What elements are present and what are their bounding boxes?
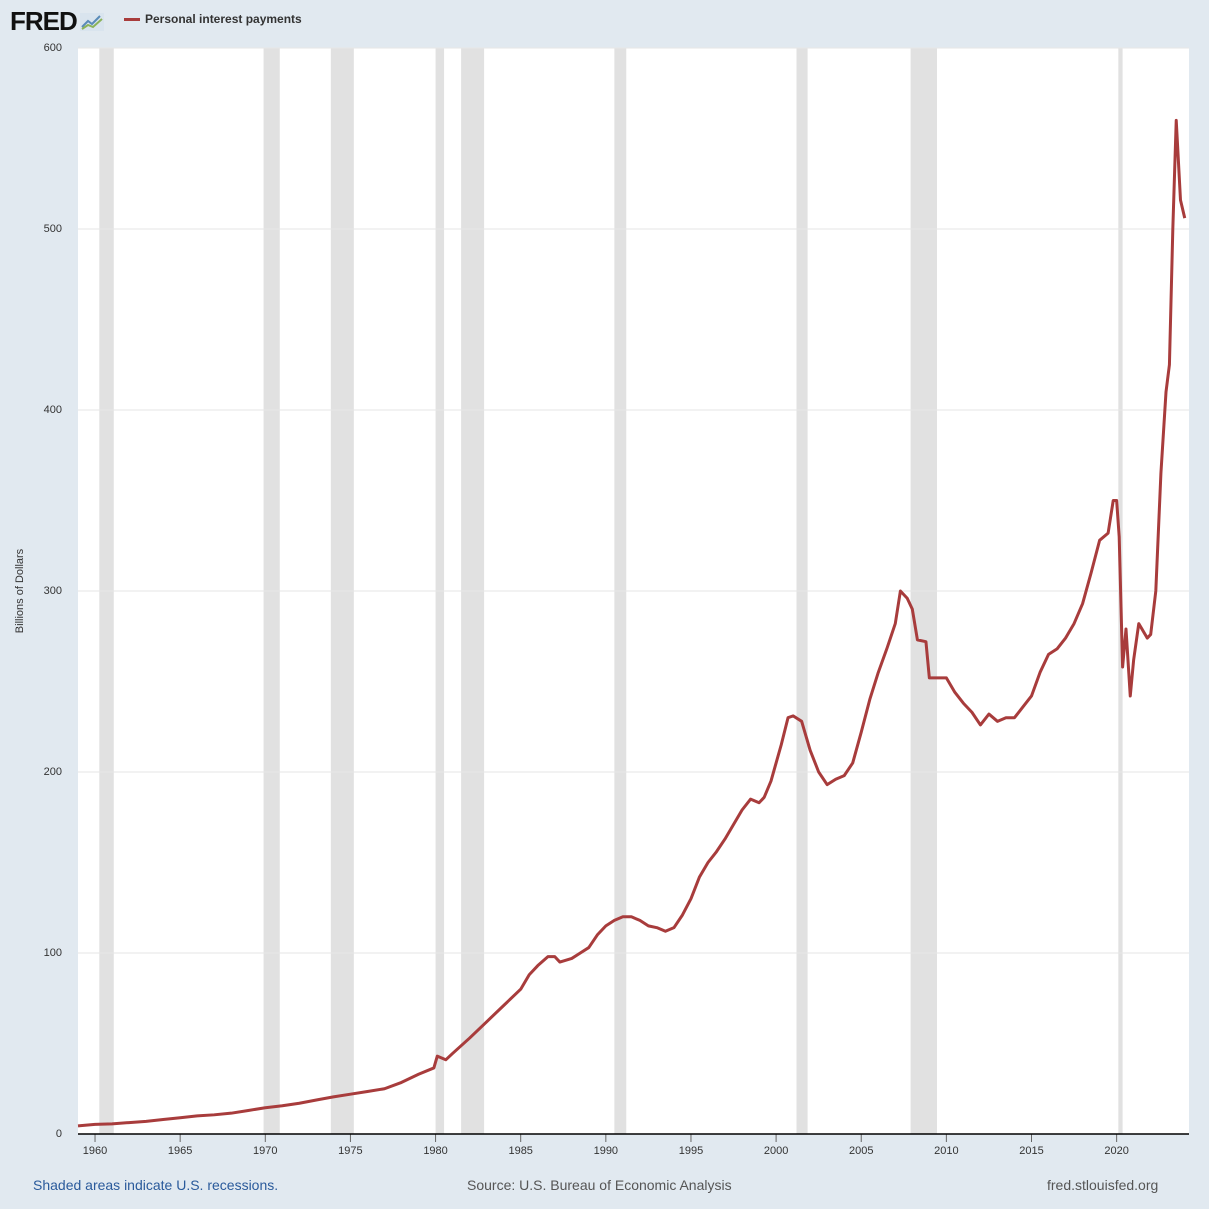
x-tick-label: 2015 <box>1019 1145 1043 1157</box>
x-tick-label: 1965 <box>168 1145 192 1157</box>
x-tick-label: 2010 <box>934 1145 958 1157</box>
recession-note-link[interactable]: Shaded areas indicate U.S. recessions. <box>33 1177 279 1193</box>
y-tick-label: 200 <box>44 766 62 778</box>
x-tick-label: 1990 <box>594 1145 618 1157</box>
y-axis-label: Billions of Dollars <box>14 548 26 633</box>
fred-logo-text: FRED <box>10 6 78 36</box>
x-tick-label: 2005 <box>849 1145 873 1157</box>
source-note: Source: U.S. Bureau of Economic Analysis <box>467 1177 732 1193</box>
x-tick-label: 2000 <box>764 1145 788 1157</box>
y-axis-ticks: 0 100 200 300 400 500 600 <box>44 42 62 1140</box>
x-axis-ticks: 1960 1965 1970 1975 1980 1985 1990 1995 2000 2005… <box>83 1134 1129 1157</box>
y-tick-label: 100 <box>44 947 62 959</box>
x-tick-label: 1970 <box>253 1145 277 1157</box>
grid-lines <box>78 47 1189 954</box>
x-tick-label: 1960 <box>83 1145 107 1157</box>
chart-legend: Personal interest payments <box>124 12 302 26</box>
x-tick-label: 1995 <box>679 1145 703 1157</box>
site-link[interactable]: fred.stlouisfed.org <box>1047 1177 1159 1193</box>
legend-swatch <box>124 17 140 21</box>
x-tick-label: 1975 <box>338 1145 362 1157</box>
fred-logo[interactable]: FRED <box>10 6 104 37</box>
x-tick-label: 2020 <box>1104 1145 1128 1157</box>
y-tick-label: 400 <box>44 404 62 416</box>
y-tick-label: 600 <box>44 42 62 54</box>
y-tick-label: 0 <box>56 1128 62 1140</box>
fred-chart-icon <box>79 12 104 31</box>
x-tick-label: 1985 <box>508 1145 532 1157</box>
legend-series-name: Personal interest payments <box>145 12 302 26</box>
series-line-personal-interest-payments <box>77 118 1187 1128</box>
x-tick-label: 1980 <box>423 1145 447 1157</box>
y-tick-label: 300 <box>44 585 62 597</box>
y-tick-label: 500 <box>44 223 62 235</box>
